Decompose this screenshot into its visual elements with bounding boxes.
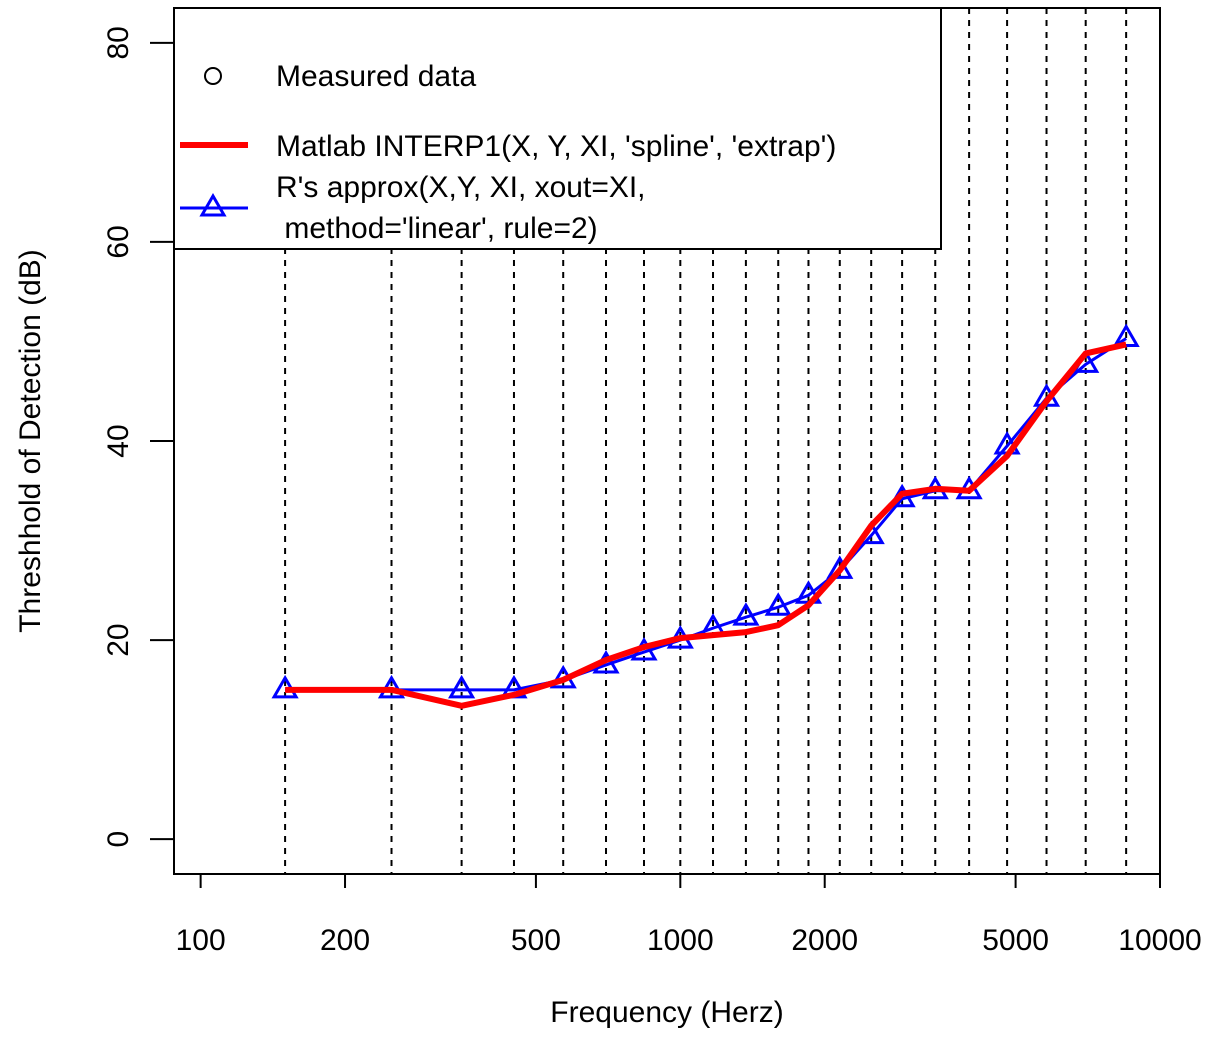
x-tick-label-2: 500 <box>511 924 561 957</box>
y-tick-label-4: 80 <box>102 26 135 59</box>
legend: Measured data Matlab INTERP1(X, Y, XI, '… <box>173 7 942 250</box>
series-layer <box>271 323 1140 709</box>
r-approx-point-9 <box>732 602 760 626</box>
y-tick-label-1: 20 <box>102 623 135 656</box>
legend-triangle-icon <box>199 193 227 217</box>
y-tick-label-2: 40 <box>102 424 135 457</box>
r-approx-point-2 <box>448 674 476 699</box>
x-tick-label-3: 1000 <box>647 924 714 957</box>
y-axis-title: Threshhold of Detection (dB) <box>14 249 47 633</box>
legend-label-r-line2: method='linear', rule=2) <box>276 212 598 245</box>
legend-box <box>173 7 942 250</box>
y-tick-label-3: 60 <box>102 225 135 258</box>
x-axis: 100 200 500 1000 2000 5000 10000 <box>176 874 1202 957</box>
x-tick-label-4: 2000 <box>791 924 858 957</box>
legend-circle-icon <box>204 67 222 85</box>
y-tick-label-0: 0 <box>102 831 135 848</box>
r-approx-point-10 <box>764 592 792 616</box>
series-line-r-approx <box>285 337 1127 692</box>
y-axis: 0 20 40 60 80 <box>102 26 174 848</box>
x-axis-title: Frequency (Herz) <box>550 996 783 1029</box>
x-tick-label-6: 10000 <box>1118 924 1201 957</box>
r-approx-point-12 <box>826 555 854 579</box>
series-line-matlab-spline <box>285 341 1127 709</box>
legend-label-measured: Measured data <box>276 60 476 93</box>
x-tick-label-1: 200 <box>320 924 370 957</box>
x-tick-label-5: 5000 <box>982 924 1049 957</box>
x-tick-label-0: 100 <box>176 924 226 957</box>
legend-label-r-line1: R's approx(X,Y, XI, xout=XI, <box>276 171 646 204</box>
legend-label-matlab: Matlab INTERP1(X, Y, XI, 'spline', 'extr… <box>276 130 836 163</box>
